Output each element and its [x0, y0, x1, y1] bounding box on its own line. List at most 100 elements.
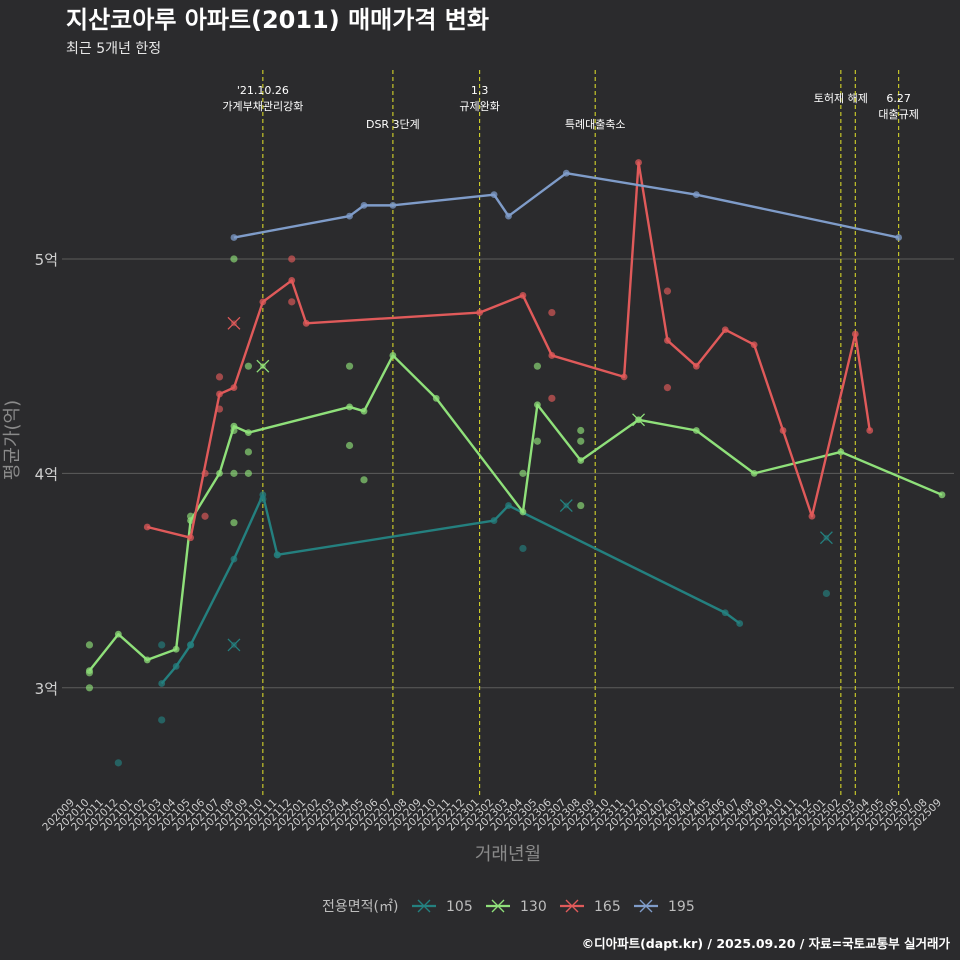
- series-layer: [85, 159, 946, 767]
- data-point: [230, 519, 238, 527]
- event-label: '21.10.26: [237, 84, 289, 97]
- line-point: [519, 292, 527, 299]
- line-point: [216, 469, 223, 477]
- data-point: [244, 469, 252, 477]
- data-point: [244, 362, 252, 370]
- line-point: [114, 630, 122, 638]
- series-line: [160, 493, 741, 685]
- line-point: [519, 508, 527, 516]
- event-label: 1.3: [471, 84, 489, 97]
- line-point: [635, 159, 642, 166]
- cross-stroke: [565, 899, 579, 913]
- line-point: [346, 403, 353, 411]
- data-point: [533, 437, 542, 445]
- line-point: [143, 523, 151, 531]
- y-axis-title: 평균가(억): [2, 400, 23, 480]
- cross-point: [230, 320, 237, 327]
- data-point: [114, 759, 122, 767]
- legend-label: 195: [668, 899, 695, 915]
- cross-point: [563, 502, 570, 509]
- line-point: [302, 319, 310, 327]
- line-point: [534, 401, 541, 409]
- line-point: [143, 656, 151, 664]
- chart-subtitle: 최근 5개년 한정: [66, 41, 161, 57]
- chart-title: 지산코아루 아파트(2011) 매매가격 변화: [66, 6, 489, 34]
- data-point: [519, 469, 527, 477]
- line-point: [230, 555, 238, 563]
- line-point: [490, 517, 498, 524]
- line-point: [476, 309, 483, 316]
- event-label: 특례대출축소: [565, 118, 626, 131]
- line-point: [895, 234, 903, 241]
- data-point: [360, 476, 368, 484]
- line-point: [736, 620, 744, 627]
- line-point: [259, 491, 267, 499]
- line-point: [432, 394, 440, 402]
- data-point: [663, 287, 672, 295]
- data-point: [230, 255, 238, 263]
- line-point: [389, 352, 397, 359]
- event-label: 가계부채관리강화: [222, 100, 303, 113]
- data-point: [345, 441, 354, 450]
- line-point: [389, 201, 397, 209]
- line-point: [837, 448, 845, 456]
- data-point: [158, 641, 166, 649]
- series-195: [230, 169, 903, 241]
- cross-point: [259, 363, 266, 370]
- data-point: [663, 384, 672, 392]
- line-point: [620, 373, 628, 381]
- line-point: [86, 667, 93, 675]
- y-tick-label: 4억: [35, 465, 58, 483]
- cross-point: [823, 534, 830, 541]
- data-point: [85, 641, 94, 649]
- line-point: [187, 534, 195, 542]
- legend-key-cross: [417, 899, 431, 913]
- line-point: [577, 457, 585, 464]
- line-point: [692, 191, 700, 199]
- data-point: [548, 308, 556, 317]
- line-point: [750, 469, 758, 477]
- line-point: [721, 609, 729, 617]
- legend-key-cross: [639, 899, 653, 913]
- data-point: [244, 448, 252, 456]
- line-point: [866, 427, 874, 434]
- series-line: [233, 172, 899, 239]
- line-point: [172, 645, 180, 653]
- data-point: [577, 501, 585, 510]
- data-point: [577, 437, 585, 445]
- line-point: [187, 517, 195, 524]
- legend-label: 105: [446, 899, 473, 915]
- series-165: [143, 159, 874, 542]
- data-point: [288, 255, 296, 263]
- data-point: [201, 512, 209, 520]
- line-point: [259, 298, 267, 306]
- data-point: [230, 469, 238, 477]
- caption: ©디아파트(dapt.kr) / 2025.09.20 / 자료=국토교통부 실…: [582, 936, 951, 951]
- line-point: [808, 512, 816, 520]
- event-label: 토허제 해제: [814, 91, 868, 105]
- legend-title: 전용면적(㎡): [322, 899, 398, 915]
- data-point: [533, 362, 542, 370]
- series-line: [88, 354, 943, 672]
- gridlines: [62, 258, 954, 689]
- line-point: [158, 680, 166, 687]
- data-point: [345, 362, 354, 370]
- legend-label: 130: [520, 899, 547, 915]
- line-point: [505, 502, 512, 509]
- cross-stroke: [491, 899, 505, 913]
- legend: 전용면적(㎡) 105 130 165 195: [322, 899, 695, 915]
- line-point: [172, 662, 180, 670]
- line-point: [230, 384, 238, 392]
- line-point: [505, 212, 512, 220]
- series-line: [146, 161, 871, 539]
- line-point: [230, 234, 238, 241]
- line-point: [851, 330, 859, 338]
- line-point: [779, 427, 787, 434]
- y-tick-label: 3억: [35, 680, 58, 698]
- event-label: DSR 3단계: [366, 118, 420, 131]
- cross-stroke: [639, 899, 653, 913]
- legend-label: 165: [594, 899, 621, 915]
- line-point: [230, 422, 238, 430]
